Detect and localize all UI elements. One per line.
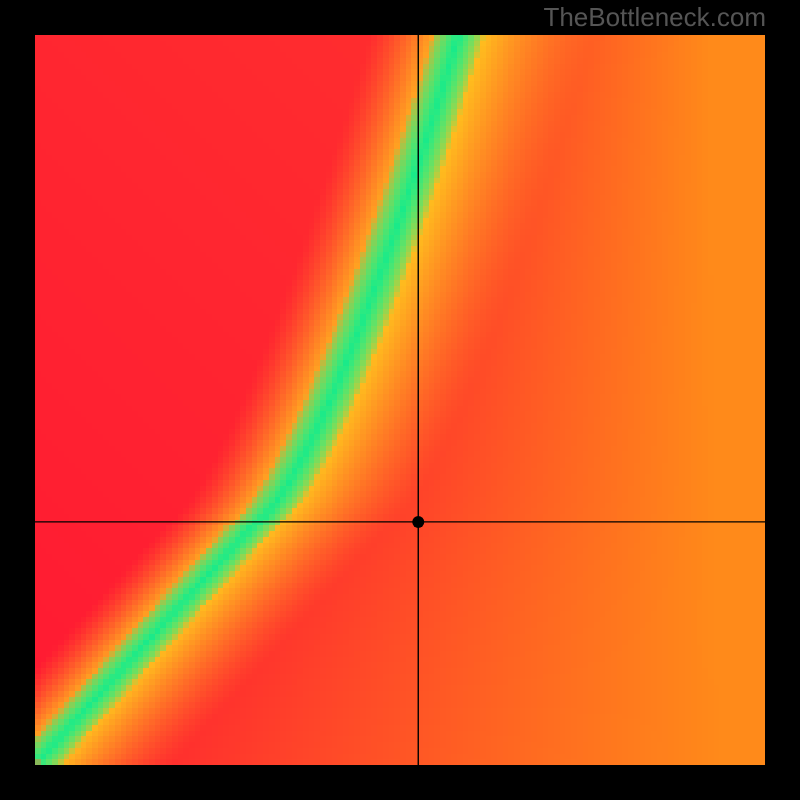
source-watermark: TheBottleneck.com [543,2,766,33]
heatmap-canvas [0,0,800,800]
plot-stage: TheBottleneck.com [0,0,800,800]
